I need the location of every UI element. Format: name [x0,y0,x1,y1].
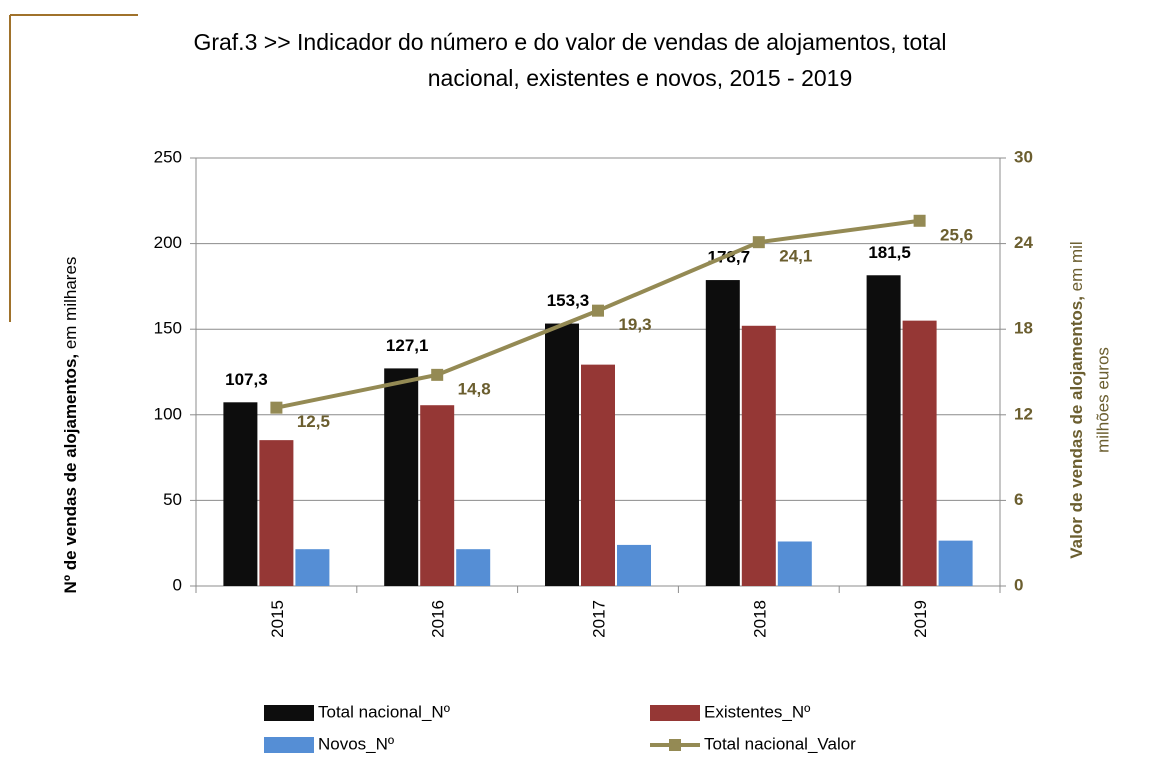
bar [384,368,419,586]
legend-label: Novos_Nº [318,734,394,753]
legend-label: Total nacional_Nº [318,702,450,721]
bar [741,325,776,586]
legend-swatch [264,737,314,753]
bar [902,320,937,586]
y2-axis-label: Valor de vendas de alojamentos, em mil [1067,241,1086,558]
bar [456,549,491,586]
y-tick-label: 0 [173,575,182,594]
bar [223,402,258,586]
legend-label: Total nacional_Valor [704,734,856,753]
line-marker [270,401,283,414]
legend-swatch [669,739,681,751]
y2-tick-label: 30 [1014,147,1033,166]
legend-swatch [650,705,700,721]
line-value-label: 24,1 [779,247,812,266]
y2-tick-label: 6 [1014,490,1023,509]
y-tick-label: 100 [154,404,182,423]
line-value-label: 12,5 [297,412,330,431]
bar [581,364,615,586]
bar-value-label: 181,5 [868,243,911,262]
bar [295,549,330,586]
y2-tick-label: 24 [1014,233,1033,252]
line-marker [913,214,926,227]
y-tick-label: 50 [163,490,182,509]
line-marker [431,368,444,381]
y-axis-label-bold: Nº de vendas de alojamentos, [61,354,80,594]
line-value-label: 25,6 [940,225,973,244]
bar [420,405,455,586]
x-tick-label: 2019 [911,600,930,638]
y2-tick-label: 12 [1014,404,1033,423]
bar-value-label: 127,1 [386,336,429,355]
bar [705,280,740,586]
bar [545,323,579,586]
y-axis-label-normal: em milhares [61,257,80,350]
chart-title: Graf.3 >> Indicador do número e do valor… [193,29,946,55]
y-tick-label: 150 [154,319,182,338]
x-tick-label: 2018 [750,600,769,638]
x-tick-label: 2017 [589,600,608,638]
x-tick-label: 2015 [268,600,287,638]
y-tick-label: 250 [154,147,182,166]
line-value-label: 14,8 [458,379,491,398]
chart-title: nacional, existentes e novos, 2015 - 201… [428,65,853,91]
bar [777,541,812,586]
y-axis-label: Nº de vendas de alojamentos, em milhares [61,257,80,594]
legend-swatch [264,705,314,721]
line-marker [752,236,765,249]
bar [866,275,901,586]
bar [617,544,651,586]
y2-axis-label-bold: Valor de vendas de alojamentos, [1067,296,1086,559]
legend-label: Existentes_Nº [704,702,810,721]
bar [938,540,973,586]
y2-axis-label-normal: em mil [1067,241,1086,291]
line-marker [592,304,604,317]
bar [259,440,294,586]
bar-value-label: 107,3 [225,370,268,389]
line-value-label: 19,3 [618,315,651,334]
y2-tick-label: 0 [1014,575,1023,594]
y2-axis-label: milhões euros [1093,347,1112,453]
x-tick-label: 2016 [429,600,448,638]
bar-value-label: 153,3 [547,291,590,310]
y-tick-label: 200 [154,233,182,252]
y2-tick-label: 18 [1014,319,1033,338]
